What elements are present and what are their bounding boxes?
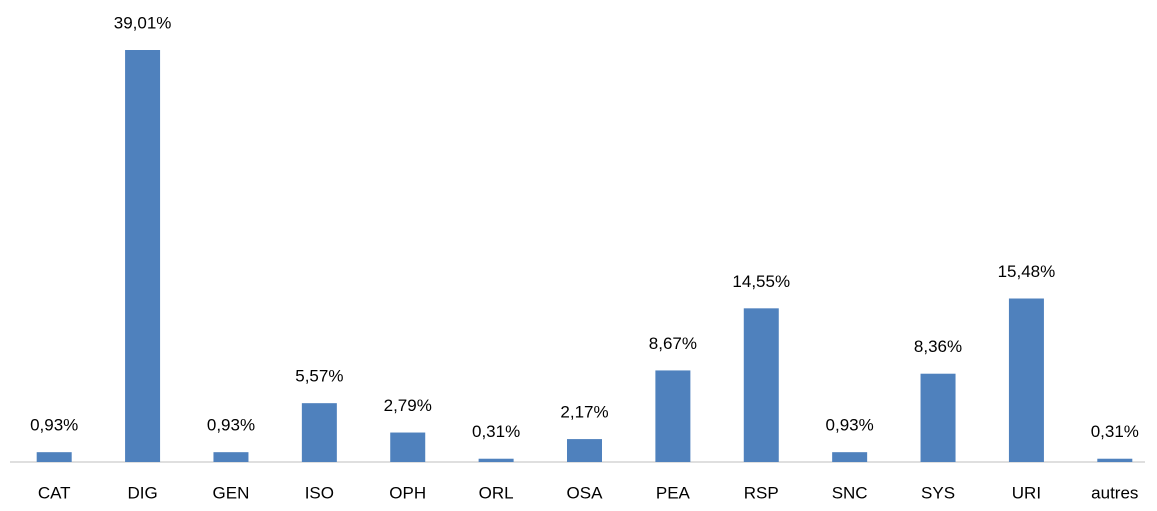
bar: [36, 452, 72, 462]
data-label: 39,01%: [114, 13, 172, 32]
x-tick-label: GEN: [213, 483, 250, 502]
x-tick-label: SNC: [832, 483, 868, 502]
data-label: 2,17%: [560, 403, 608, 422]
x-tick-label: OSA: [567, 483, 604, 502]
data-label: 2,79%: [384, 396, 432, 415]
bar: [832, 452, 868, 462]
data-label: 8,36%: [914, 337, 962, 356]
bar: [655, 370, 691, 462]
data-label: 0,93%: [30, 416, 78, 435]
bar: [478, 458, 514, 462]
x-tick-label: autres: [1091, 483, 1138, 502]
x-tick-label: DIG: [127, 483, 157, 502]
x-tick-label: SYS: [921, 483, 955, 502]
x-tick-label: OPH: [389, 483, 426, 502]
data-label: 14,55%: [732, 272, 790, 291]
x-tick-label: CAT: [38, 483, 71, 502]
bar: [743, 308, 779, 462]
x-tick-label: RSP: [744, 483, 779, 502]
data-label: 8,67%: [649, 334, 697, 353]
bar: [125, 50, 161, 462]
data-label: 0,93%: [826, 416, 874, 435]
data-label: 5,57%: [295, 367, 343, 386]
data-label: 0,31%: [472, 422, 520, 441]
x-tick-label: ISO: [305, 483, 334, 502]
bar: [1008, 298, 1044, 462]
bar: [301, 403, 337, 462]
bar: [567, 439, 602, 462]
x-tick-label: URI: [1012, 483, 1041, 502]
bar: [390, 432, 426, 462]
bar: [1097, 458, 1133, 462]
x-tick-label: PEA: [656, 483, 691, 502]
data-label: 0,93%: [207, 416, 255, 435]
x-tick-label: ORL: [479, 483, 514, 502]
bar: [213, 452, 249, 462]
bar: [920, 373, 956, 462]
data-label: 15,48%: [998, 262, 1056, 281]
data-label: 0,31%: [1091, 422, 1139, 441]
